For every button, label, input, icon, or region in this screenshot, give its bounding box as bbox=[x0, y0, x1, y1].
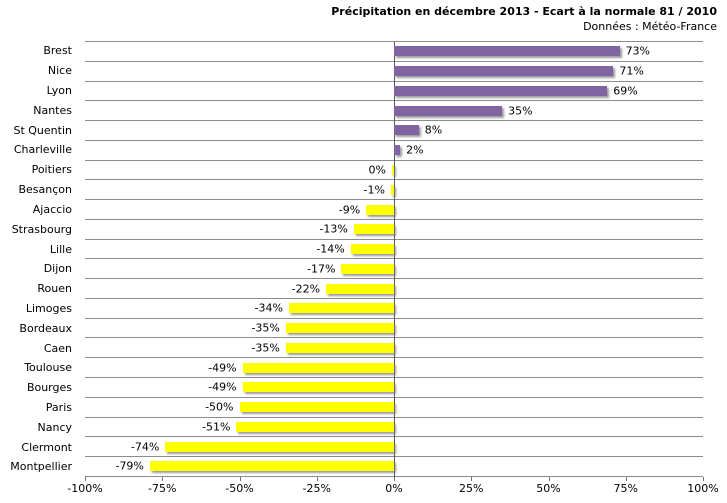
category-label: Nice bbox=[47, 64, 72, 78]
category-label: Lille bbox=[49, 242, 72, 256]
value-label: 2% bbox=[406, 143, 424, 157]
category-label: Strasbourg bbox=[11, 222, 72, 236]
value-label: -51% bbox=[202, 420, 231, 434]
category-label: St Quentin bbox=[13, 123, 72, 137]
bar bbox=[242, 362, 394, 373]
category-label: Bordeaux bbox=[19, 321, 72, 335]
x-tick-label: -100% bbox=[67, 482, 103, 495]
bar bbox=[394, 46, 620, 57]
value-label: -14% bbox=[316, 242, 345, 256]
category-label: Rouen bbox=[37, 282, 72, 296]
x-tick-label: 25% bbox=[459, 482, 484, 495]
value-label: -49% bbox=[208, 380, 237, 394]
bar bbox=[394, 125, 419, 136]
value-label: -50% bbox=[205, 400, 234, 414]
value-label: -34% bbox=[254, 301, 283, 315]
value-label: 0% bbox=[368, 163, 386, 177]
axis-tick-mark bbox=[471, 477, 473, 481]
bar bbox=[390, 184, 394, 195]
value-label: -13% bbox=[319, 222, 348, 236]
bar bbox=[394, 85, 608, 96]
axis-tick-mark bbox=[239, 477, 241, 481]
chart-title: Précipitation en décembre 2013 - Ecart à… bbox=[331, 5, 717, 18]
value-label: 35% bbox=[508, 104, 533, 118]
zero-axis-line bbox=[394, 42, 395, 477]
bar bbox=[366, 204, 394, 215]
bar bbox=[165, 441, 394, 452]
bar bbox=[285, 342, 394, 353]
bar bbox=[288, 303, 394, 314]
axis-tick-mark bbox=[316, 477, 318, 481]
plot-area: 73% 71% 69% 35% 8% 2% 0% -1% -9% -13% -14% -17% -22%… bbox=[85, 41, 704, 481]
bar bbox=[394, 105, 503, 116]
bar bbox=[285, 323, 394, 334]
category-label: Montpellier bbox=[10, 460, 72, 474]
value-label: -74% bbox=[130, 440, 160, 454]
axis-tick-mark bbox=[625, 477, 627, 481]
category-label: Limoges bbox=[25, 301, 72, 315]
category-label: Besançon bbox=[18, 183, 72, 197]
category-label: Bourges bbox=[26, 381, 72, 395]
x-tick-label: -75% bbox=[148, 482, 177, 495]
axis-tick-mark bbox=[703, 477, 704, 481]
value-label: 73% bbox=[625, 44, 651, 58]
category-label: Charleville bbox=[13, 143, 72, 157]
bar bbox=[149, 461, 394, 472]
value-label: -22% bbox=[291, 282, 321, 296]
bar bbox=[341, 263, 394, 274]
bar bbox=[394, 66, 614, 77]
bar bbox=[394, 145, 401, 156]
category-label: Nantes bbox=[33, 103, 72, 117]
axis-tick-mark bbox=[85, 477, 86, 481]
x-axis: -100% -75% -50% -25% 0% 25% 50% 75% 100% bbox=[67, 482, 718, 498]
x-tick-label: 100% bbox=[687, 482, 719, 495]
value-label: -9% bbox=[338, 203, 361, 216]
value-label: -1% bbox=[363, 183, 385, 197]
value-label: -49% bbox=[208, 361, 237, 375]
category-label: Paris bbox=[45, 401, 72, 415]
category-label: Brest bbox=[43, 44, 72, 58]
value-label: -35% bbox=[251, 341, 280, 355]
x-tick-label: -50% bbox=[225, 482, 254, 495]
bar bbox=[242, 382, 394, 393]
category-label: Nancy bbox=[37, 420, 73, 434]
bar bbox=[239, 402, 394, 413]
chart-header: Précipitation en décembre 2013 - Ecart à… bbox=[331, 4, 717, 34]
bar bbox=[326, 283, 394, 294]
value-label: 71% bbox=[619, 64, 644, 78]
category-label: Lyon bbox=[46, 84, 72, 98]
chart-subtitle: Données : Météo-France bbox=[583, 20, 717, 33]
value-label: -35% bbox=[251, 321, 280, 335]
category-label: Caen bbox=[43, 341, 72, 355]
category-label: Toulouse bbox=[24, 361, 72, 375]
x-tick-label: -25% bbox=[302, 482, 331, 495]
category-labels: Brest Nice Lyon Nantes St Quentin Charleville… bbox=[0, 41, 79, 477]
category-label: Dijon bbox=[43, 262, 72, 276]
axis-tick-mark bbox=[162, 477, 164, 481]
x-tick-label: 50% bbox=[536, 482, 561, 495]
bar bbox=[353, 224, 394, 235]
value-label: -79% bbox=[115, 459, 144, 473]
value-label: -17% bbox=[307, 262, 336, 276]
value-label: 8% bbox=[424, 123, 443, 137]
axis-tick-mark bbox=[548, 477, 550, 481]
value-label: 69% bbox=[613, 84, 638, 98]
category-label: Clermont bbox=[21, 440, 72, 454]
bar bbox=[392, 164, 394, 175]
bar bbox=[236, 421, 394, 432]
x-tick-label: 0% bbox=[385, 482, 403, 495]
category-label: Ajaccio bbox=[32, 202, 72, 216]
axis-tick-mark bbox=[394, 477, 395, 481]
x-tick-label: 75% bbox=[613, 482, 638, 495]
category-label: Poitiers bbox=[31, 163, 72, 177]
bar bbox=[350, 244, 394, 255]
